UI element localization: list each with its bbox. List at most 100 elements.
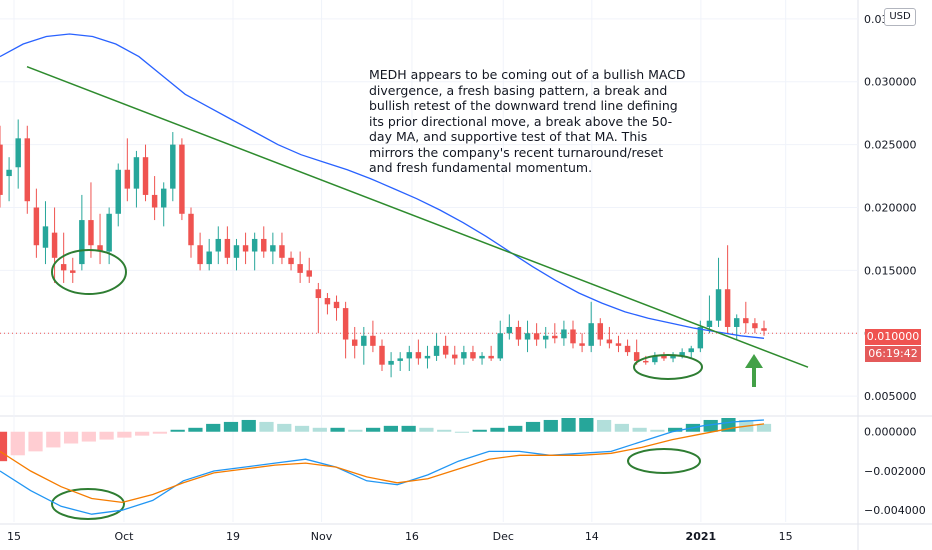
candle-body	[561, 329, 567, 339]
candle-body	[79, 220, 85, 265]
candle-body	[479, 355, 485, 359]
histogram-bar	[508, 425, 523, 432]
histogram-bar	[152, 431, 168, 434]
last-price-label: 0.010000	[865, 329, 921, 345]
candle-body	[370, 335, 376, 346]
time-tick-label: Nov	[311, 530, 333, 543]
time-tick-label: 15	[7, 530, 21, 543]
histogram-bar	[46, 431, 61, 448]
price-tick-label: 0.020000	[864, 202, 917, 215]
candle-body	[306, 270, 312, 277]
countdown-label: 06:19:42	[865, 346, 921, 362]
candle-body	[215, 238, 222, 252]
candle-body	[361, 335, 367, 346]
histogram-bar	[294, 425, 310, 432]
candle-body	[661, 355, 667, 359]
price-tick-label: 0.025000	[864, 139, 917, 152]
macd-divergence-circle-early	[51, 488, 125, 520]
price-tick-label: 0.015000	[864, 264, 917, 277]
time-tick-label: Oct	[114, 530, 134, 543]
histogram-bar	[99, 431, 114, 440]
basing-circle-recent	[633, 354, 703, 380]
candle-body	[197, 245, 203, 265]
time-tick-label: 2021	[686, 530, 717, 543]
candle-body	[324, 298, 331, 305]
arrow-head	[745, 354, 763, 368]
histogram-bar	[401, 425, 416, 432]
candle-body	[697, 326, 704, 349]
candle-body	[151, 194, 158, 208]
time-tick-label: 14	[585, 530, 599, 543]
candle-body	[743, 318, 749, 324]
histogram-bar	[525, 421, 541, 432]
histogram-bar	[596, 419, 612, 432]
candle-body	[633, 352, 640, 361]
candle-body	[179, 144, 185, 214]
macd-pane[interactable]	[0, 418, 772, 520]
candle-body	[570, 329, 576, 344]
candle-body	[288, 257, 294, 265]
candle-body	[542, 335, 549, 340]
time-tick-label: 19	[226, 530, 240, 543]
macd-tick-label: −0.002000	[864, 465, 926, 478]
candle-body	[533, 333, 540, 340]
candle-body	[351, 339, 358, 346]
histogram-bar	[135, 431, 150, 436]
price-pane[interactable]	[0, 33, 858, 387]
candle-body	[515, 326, 522, 340]
candle-body	[233, 245, 240, 258]
candle-body	[452, 354, 458, 359]
basing-circle-early	[51, 249, 127, 295]
candle-body	[315, 289, 322, 299]
histogram-bar	[330, 427, 345, 432]
histogram-bar	[170, 429, 185, 432]
candle-body	[124, 169, 131, 189]
price-tick-label: 0.005000	[864, 390, 917, 403]
candle-body	[206, 251, 212, 265]
trend-line	[26, 65, 809, 368]
candle-body	[506, 326, 513, 334]
candle-body	[251, 238, 258, 252]
histogram-bar	[668, 427, 683, 432]
candle-body	[470, 352, 476, 359]
candle-body	[415, 352, 422, 359]
histogram-bar	[703, 419, 718, 432]
candle-body	[433, 345, 440, 356]
histogram-bar	[259, 421, 274, 432]
histogram-bar	[312, 427, 327, 432]
candle-body	[752, 323, 758, 329]
price-tick-label: 0.030000	[864, 76, 917, 89]
histogram-bar	[561, 418, 576, 432]
candle-body	[242, 245, 249, 252]
candle-body	[15, 138, 21, 168]
histogram-bar	[0, 431, 8, 462]
candle-body	[342, 308, 349, 340]
candle-body	[643, 360, 649, 363]
histogram-bar	[579, 418, 594, 432]
analysis-annotation: MEDH appears to be coming out of a bulli…	[369, 67, 686, 175]
macd-line	[0, 419, 765, 515]
candle-body	[297, 264, 303, 273]
histogram-bar	[81, 431, 96, 442]
candle-body	[333, 301, 340, 309]
histogram-bar	[63, 431, 79, 444]
histogram-bar	[454, 431, 470, 433]
candle-body	[188, 213, 194, 246]
candle-body	[706, 320, 713, 327]
candle-body	[652, 355, 658, 363]
candle-body	[442, 345, 449, 355]
histogram-bar	[206, 423, 221, 432]
candle-body	[397, 358, 403, 361]
candle-body	[261, 238, 267, 252]
candle-body	[379, 345, 385, 365]
histogram-bar	[188, 427, 203, 432]
histogram-bar	[28, 431, 43, 452]
histogram-bar	[543, 419, 558, 432]
time-tick-label: Dec	[493, 530, 514, 543]
currency-button[interactable]: USD	[884, 8, 916, 26]
histogram-bar	[756, 423, 772, 432]
candle-body	[670, 355, 676, 359]
histogram-bar	[437, 429, 452, 432]
candle-body	[461, 352, 467, 359]
